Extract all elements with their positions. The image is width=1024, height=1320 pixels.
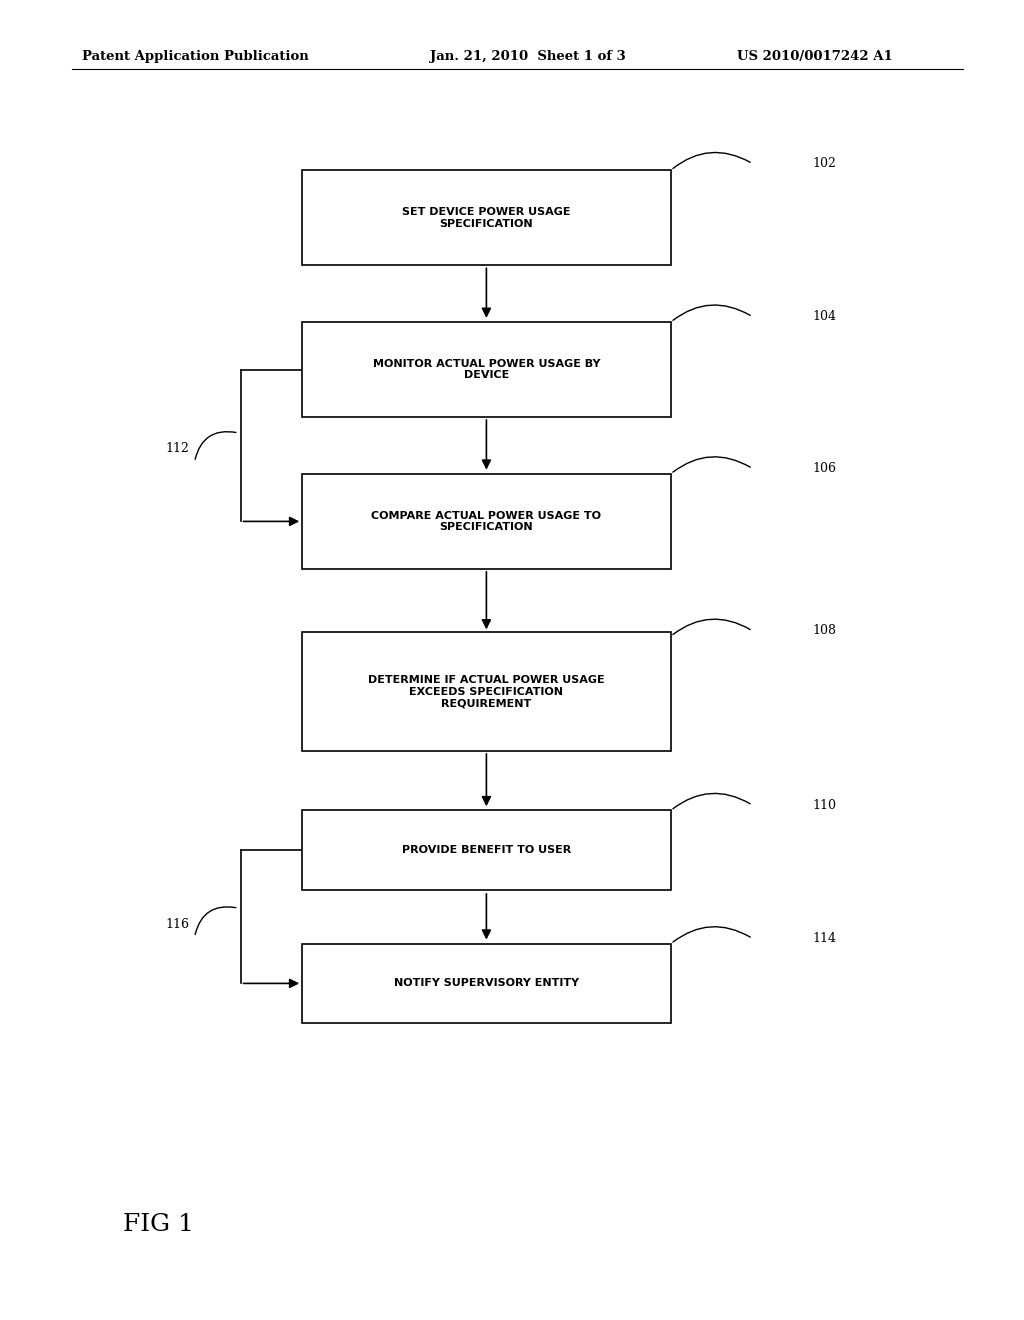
Bar [302, 810, 671, 890]
Bar [302, 322, 671, 417]
Text: NOTIFY SUPERVISORY ENTITY: NOTIFY SUPERVISORY ENTITY [394, 978, 579, 989]
Text: FIG 1: FIG 1 [123, 1213, 195, 1237]
Text: 112: 112 [166, 442, 189, 455]
Text: SET DEVICE POWER USAGE
SPECIFICATION: SET DEVICE POWER USAGE SPECIFICATION [402, 207, 570, 228]
Bar [302, 944, 671, 1023]
Text: Jan. 21, 2010  Sheet 1 of 3: Jan. 21, 2010 Sheet 1 of 3 [430, 50, 626, 63]
Bar [302, 474, 671, 569]
Text: 104: 104 [812, 310, 836, 323]
Text: Patent Application Publication: Patent Application Publication [82, 50, 308, 63]
Text: PROVIDE BENEFIT TO USER: PROVIDE BENEFIT TO USER [401, 845, 571, 855]
Text: 110: 110 [812, 799, 836, 812]
Text: 102: 102 [812, 157, 836, 170]
Text: MONITOR ACTUAL POWER USAGE BY
DEVICE: MONITOR ACTUAL POWER USAGE BY DEVICE [373, 359, 600, 380]
Text: 106: 106 [812, 462, 836, 475]
Text: 108: 108 [812, 624, 836, 638]
Text: 116: 116 [166, 917, 189, 931]
Bar [302, 170, 671, 265]
Text: COMPARE ACTUAL POWER USAGE TO
SPECIFICATION: COMPARE ACTUAL POWER USAGE TO SPECIFICAT… [372, 511, 601, 532]
Text: US 2010/0017242 A1: US 2010/0017242 A1 [737, 50, 893, 63]
Bar [302, 632, 671, 751]
Text: DETERMINE IF ACTUAL POWER USAGE
EXCEEDS SPECIFICATION
REQUIREMENT: DETERMINE IF ACTUAL POWER USAGE EXCEEDS … [368, 675, 605, 709]
Text: 114: 114 [812, 932, 836, 945]
